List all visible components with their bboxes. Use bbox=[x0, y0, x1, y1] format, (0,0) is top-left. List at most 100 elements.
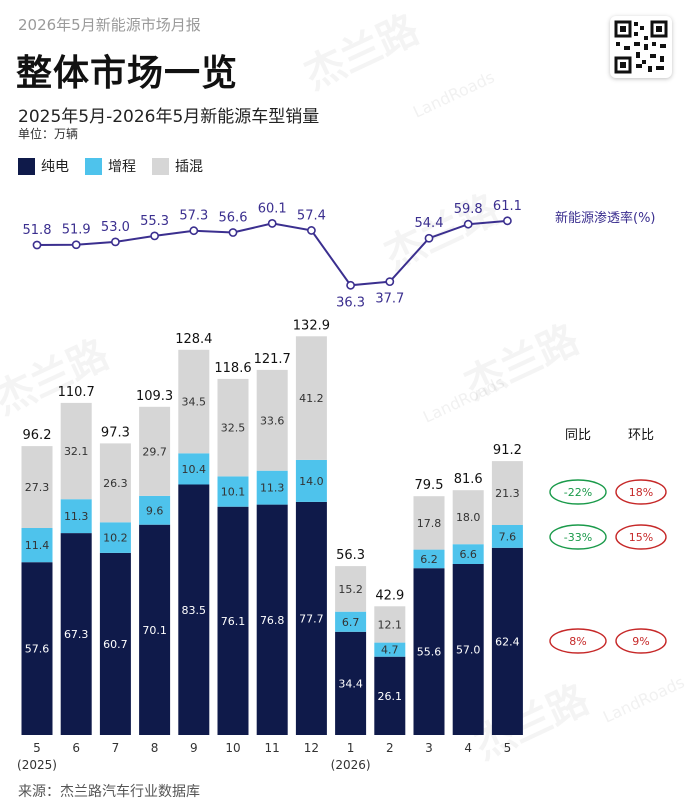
bar-segment-phev bbox=[374, 606, 406, 643]
legend-item-erev: 增程 bbox=[85, 156, 136, 176]
bar-segment-phev bbox=[139, 406, 171, 496]
yoy-badge bbox=[549, 479, 607, 505]
bar-value-label: 10.4 bbox=[182, 463, 207, 476]
bar-value-label: 26.3 bbox=[103, 477, 128, 490]
x-year-label: (2026) bbox=[331, 758, 371, 772]
bar-value-label: 6.7 bbox=[342, 616, 360, 629]
x-tick-label: 5 bbox=[33, 741, 41, 755]
bar-value-label: 10.1 bbox=[221, 486, 246, 499]
bar-segment-erev bbox=[21, 528, 53, 563]
bar-segment-erev bbox=[374, 642, 406, 657]
bar-segment-erev bbox=[413, 549, 445, 569]
bar-value-label: 60.7 bbox=[103, 638, 128, 651]
bar-value-label: 11.4 bbox=[25, 539, 50, 552]
bar-value-label: 32.1 bbox=[64, 445, 89, 458]
bar-segment-bev bbox=[295, 501, 327, 735]
bar-segment-phev bbox=[217, 378, 249, 477]
x-tick-label: 10 bbox=[225, 741, 240, 755]
penetration-series-label: 新能源渗透率(%) bbox=[555, 210, 656, 226]
bar-value-label: 12.1 bbox=[378, 618, 403, 631]
penetration-value-label: 59.8 bbox=[454, 202, 483, 217]
x-tick-label: 8 bbox=[151, 741, 159, 755]
legend-swatch-phev bbox=[152, 157, 169, 175]
bar-total-label: 132.9 bbox=[293, 318, 330, 333]
qr-code-icon bbox=[610, 16, 672, 78]
bar-value-label: 11.3 bbox=[64, 510, 89, 523]
penetration-value-label: 57.3 bbox=[179, 209, 208, 224]
penetration-point bbox=[424, 233, 434, 243]
bar-total-label: 97.3 bbox=[101, 425, 130, 440]
bar-value-label: 76.1 bbox=[221, 615, 246, 628]
bar-value-label: 4.7 bbox=[381, 644, 399, 657]
x-tick-label: 12 bbox=[304, 741, 319, 755]
bar-segment-phev bbox=[256, 369, 288, 471]
chart-subtitle: 2025年5月-2026年5月新能源车型销量 bbox=[18, 107, 320, 127]
mom-badge bbox=[615, 628, 667, 654]
bar-segment-bev bbox=[21, 562, 53, 735]
mom-badge-label: 15% bbox=[629, 531, 653, 544]
bar-total-label: 42.9 bbox=[375, 588, 404, 603]
chart-legend: 纯电 增程 插混 bbox=[18, 156, 203, 176]
bar-segment-bev bbox=[139, 524, 171, 735]
bar-total-label: 109.3 bbox=[136, 389, 173, 404]
bar-segment-bev bbox=[99, 552, 131, 735]
x-tick-label: 3 bbox=[425, 741, 433, 755]
penetration-value-label: 51.8 bbox=[23, 223, 52, 238]
bar-segment-phev bbox=[452, 490, 484, 545]
bar-segment-bev bbox=[60, 533, 92, 735]
comparison-header-mom: 环比 bbox=[628, 428, 654, 443]
x-tick-label: 1 bbox=[347, 741, 355, 755]
bar-segment-bev bbox=[374, 656, 406, 735]
bar-segment-phev bbox=[21, 446, 53, 528]
x-tick-label: 11 bbox=[265, 741, 280, 755]
bar-segment-erev bbox=[256, 470, 288, 505]
penetration-point bbox=[346, 280, 355, 290]
penetration-value-label: 37.7 bbox=[375, 292, 404, 307]
yoy-badge-label: -22% bbox=[564, 486, 592, 499]
mom-badge bbox=[615, 524, 667, 550]
bar-segment-phev bbox=[60, 402, 92, 500]
bar-total-label: 91.2 bbox=[493, 443, 522, 458]
bar-segment-bev bbox=[256, 504, 288, 735]
bar-value-label: 29.7 bbox=[142, 445, 167, 458]
legend-label: 增程 bbox=[108, 159, 136, 175]
bar-segment-erev bbox=[60, 499, 92, 534]
penetration-value-label: 54.4 bbox=[415, 216, 444, 231]
bar-segment-bev bbox=[178, 484, 210, 735]
penetration-point bbox=[267, 219, 277, 228]
penetration-point bbox=[385, 277, 395, 287]
penetration-point bbox=[228, 228, 238, 237]
penetration-value-label: 61.1 bbox=[493, 199, 522, 214]
yoy-badge-label: -33% bbox=[564, 531, 592, 544]
penetration-value-label: 36.3 bbox=[336, 295, 365, 310]
bar-segment-erev bbox=[178, 453, 210, 485]
penetration-point bbox=[71, 240, 81, 250]
legend-item-bev: 纯电 bbox=[18, 156, 69, 176]
bar-total-label: 128.4 bbox=[175, 332, 212, 347]
legend-label: 纯电 bbox=[41, 159, 69, 175]
bar-segment-erev bbox=[295, 459, 327, 502]
bar-value-label: 41.2 bbox=[299, 392, 324, 405]
penetration-value-label: 53.0 bbox=[101, 220, 130, 235]
x-year-label: (2025) bbox=[17, 758, 57, 772]
bar-value-label: 27.3 bbox=[25, 481, 50, 494]
bar-value-label: 33.6 bbox=[260, 414, 285, 427]
bar-value-label: 77.7 bbox=[299, 612, 324, 625]
bar-value-label: 34.5 bbox=[182, 396, 207, 409]
penetration-point bbox=[306, 226, 316, 235]
bar-segment-erev bbox=[99, 522, 131, 553]
bar-total-label: 110.7 bbox=[58, 385, 95, 400]
unit-label: 单位：万辆 bbox=[18, 127, 79, 141]
bar-value-label: 15.2 bbox=[338, 583, 363, 596]
bar-total-label: 121.7 bbox=[254, 352, 291, 367]
comparison-header-yoy: 同比 bbox=[565, 428, 591, 443]
legend-swatch-erev bbox=[85, 157, 102, 175]
bar-value-label: 76.8 bbox=[260, 614, 285, 627]
x-tick-label: 7 bbox=[112, 741, 120, 755]
x-tick-label: 2 bbox=[386, 741, 394, 755]
bar-segment-bev bbox=[217, 506, 249, 735]
legend-swatch-bev bbox=[18, 157, 35, 175]
x-tick-label: 6 bbox=[72, 741, 80, 755]
bar-total-label: 96.2 bbox=[23, 428, 52, 443]
bar-value-label: 9.6 bbox=[146, 504, 164, 517]
